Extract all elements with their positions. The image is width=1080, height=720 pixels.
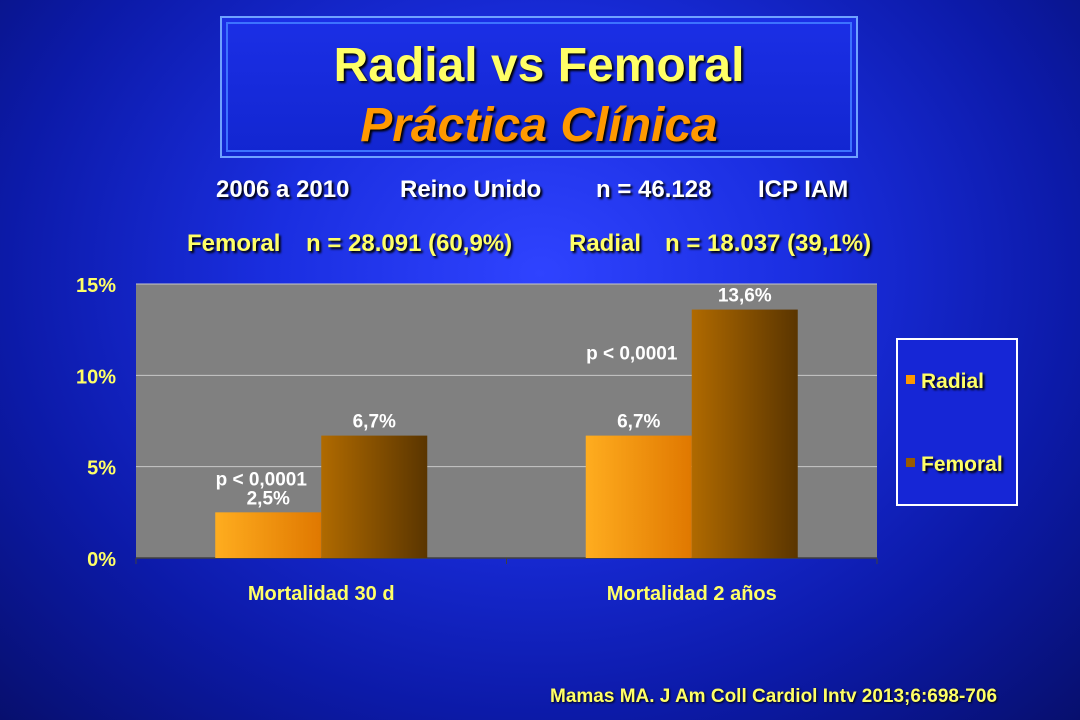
study-country: Reino Unido <box>400 176 542 203</box>
legend-item-femoral: Femoral <box>906 453 1003 477</box>
radial-group-n: n = 18.037 (39,1%) <box>665 230 872 257</box>
legend-swatch-femoral <box>906 457 915 467</box>
title-subtitle: Práctica Clínica <box>360 99 718 152</box>
chart-legend: Radial Femoral <box>896 338 1018 506</box>
bar-value-label: 6,7% <box>353 412 396 433</box>
x-axis-labels: Mortalidad 30 d Mortalidad 2 años <box>248 583 777 605</box>
x-category-label: Mortalidad 2 años <box>607 583 777 605</box>
bar-value-label: 6,7% <box>617 412 660 433</box>
title-main: Radial vs Femoral <box>333 39 745 92</box>
bar-radial <box>585 435 692 558</box>
study-procedure: ICP IAM <box>758 176 849 203</box>
p-value-annotations: p < 0,0001 p < 0,0001 <box>216 344 678 491</box>
bar-femoral <box>691 309 798 558</box>
legend-label-femoral: Femoral <box>921 453 1003 476</box>
citation: Mamas MA. J Am Coll Cardiol Intv 2013;6:… <box>550 686 998 707</box>
legend-label-radial: Radial <box>921 370 985 393</box>
study-n-total: n = 46.128 <box>596 176 712 203</box>
bar-value-label: 2,5% <box>247 488 290 509</box>
femoral-group-label: Femoral <box>187 230 281 257</box>
study-period: 2006 a 2010 <box>216 176 350 203</box>
bar-femoral <box>321 435 428 558</box>
legend-item-radial: Radial <box>906 370 984 394</box>
radial-group-label: Radial <box>569 230 642 257</box>
femoral-group-n: n = 28.091 (60,9%) <box>306 230 513 257</box>
title-box: Radial vs Femoral Práctica Clínica <box>220 16 858 158</box>
y-tick-label: 0% <box>87 549 116 571</box>
p-value-annotation: p < 0,0001 <box>216 470 308 491</box>
y-tick-label: 5% <box>87 458 116 480</box>
bar-radial <box>215 512 322 558</box>
x-category-label: Mortalidad 30 d <box>248 583 395 605</box>
bars <box>215 309 798 558</box>
bar-data-labels: 2,5% 6,7% 6,7% 13,6% <box>247 286 772 510</box>
y-tick-label: 10% <box>76 366 116 388</box>
legend-swatch-radial <box>906 374 915 384</box>
bar-value-label: 13,6% <box>718 286 772 307</box>
y-axis-labels: 0% 5% 10% 15% <box>76 275 116 571</box>
y-tick-label: 15% <box>76 275 116 297</box>
p-value-annotation: p < 0,0001 <box>586 344 678 365</box>
